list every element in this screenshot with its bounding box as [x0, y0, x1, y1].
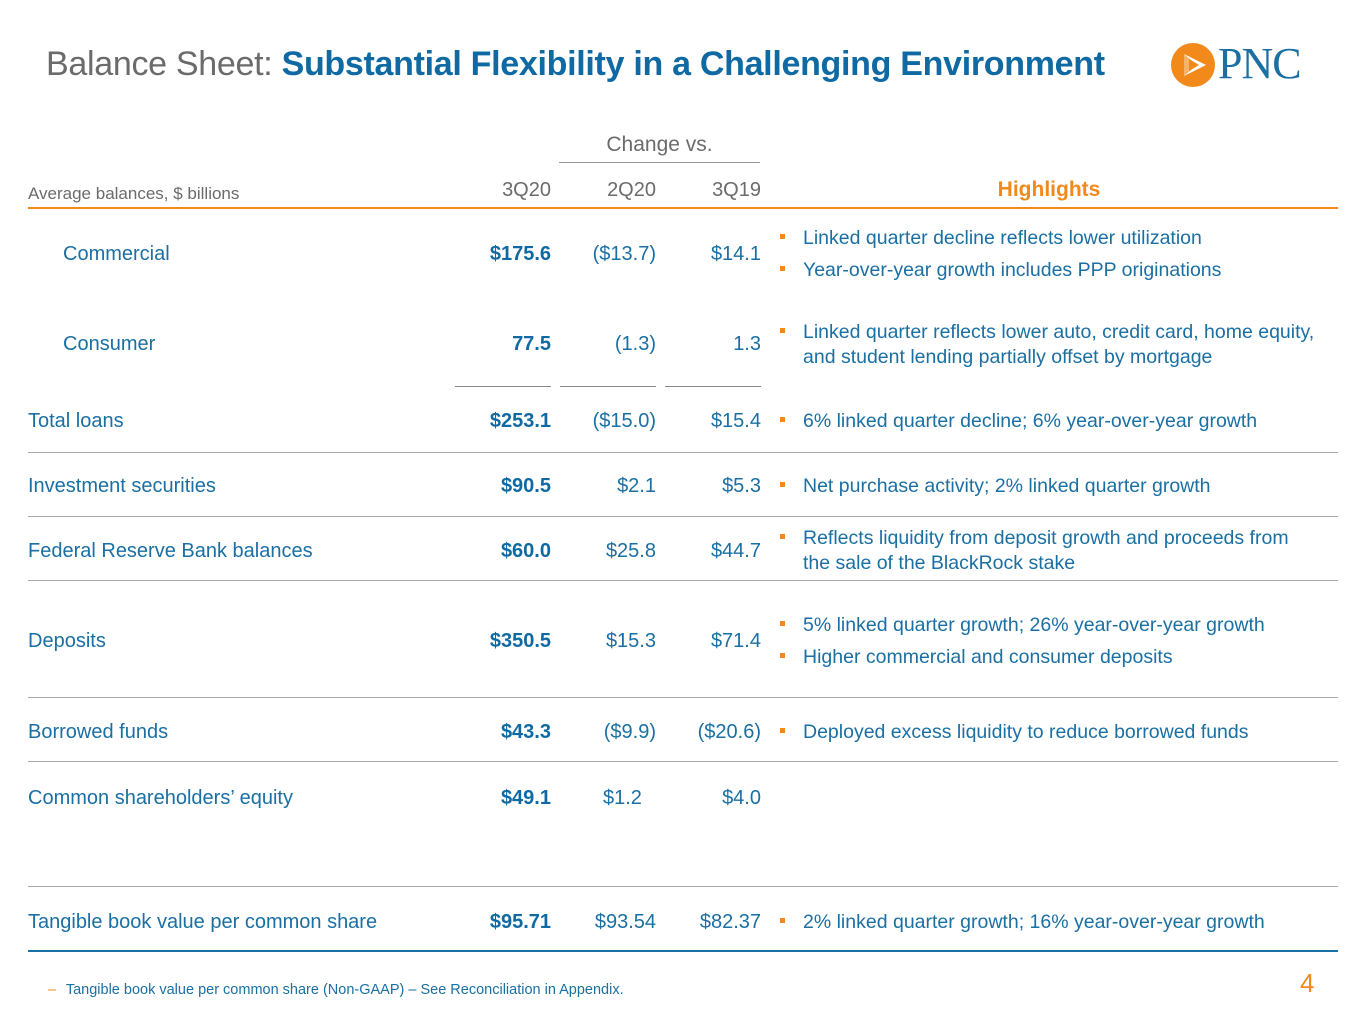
subtotal-rule	[665, 386, 761, 387]
row-label-common-equity: Common shareholders’ equity	[28, 787, 293, 809]
col-2q20-header: 2Q20	[607, 179, 656, 201]
page-number: 4	[1300, 968, 1315, 998]
title-main: Substantial Flexibility in a Challenging…	[281, 45, 1105, 83]
footnote: – Tangible book value per common share (…	[48, 982, 624, 998]
highlight-bullet: Net purchase activity; 2% linked quarter…	[778, 474, 1343, 499]
highlight-continuation: the sale of the BlackRock stake	[803, 552, 1076, 574]
highlight-bullet: Year-over-year growth includes PPP origi…	[778, 258, 1343, 283]
row-divider	[28, 697, 1338, 698]
row-divider	[28, 761, 1338, 762]
row-value-2q20: $15.3	[605, 630, 656, 652]
row-value-3q19: 1.3	[733, 333, 761, 355]
highlights-header: Highlights	[997, 178, 1101, 201]
row-value-2q20: $25.8	[605, 540, 656, 562]
row-value-3q19: $44.7	[710, 540, 761, 562]
row-value-3q20: $60.0	[500, 540, 551, 562]
row-label-total-loans: Total loans	[28, 410, 124, 432]
row-value-3q19: $4.0	[722, 787, 761, 809]
row-value-3q20: $43.3	[500, 721, 551, 743]
row-value-3q19: $82.37	[699, 911, 761, 933]
row-value-3q19: $71.4	[710, 630, 761, 652]
highlights-frb-balances: Reflects liquidity from deposit growth a…	[778, 526, 1343, 576]
highlight-bullet: 2% linked quarter growth; 16% year-over-…	[778, 910, 1343, 935]
row-value-2q20: $1.2	[603, 787, 642, 809]
row-label-investment-securities: Investment securities	[28, 475, 216, 497]
row-label-consumer: Consumer	[63, 333, 156, 355]
highlight-bullet: Deployed excess liquidity to reduce borr…	[778, 720, 1343, 745]
col-3q20-header: 3Q20	[502, 179, 551, 201]
highlights-borrowed-funds: Deployed excess liquidity to reduce borr…	[778, 720, 1343, 745]
row-value-2q20: ($15.0)	[592, 410, 656, 432]
row-value-2q20: $2.1	[617, 475, 656, 497]
row-value-3q19: $14.1	[710, 243, 761, 265]
table-bottom-rule	[28, 950, 1338, 952]
highlights-total-loans: 6% linked quarter decline; 6% year-over-…	[778, 409, 1343, 434]
col-3q19-header: 3Q19	[712, 179, 761, 201]
row-value-3q20: $90.5	[500, 475, 551, 497]
row-label-deposits: Deposits	[28, 630, 106, 652]
row-value-3q20: $175.6	[489, 243, 551, 265]
pnc-triangle-icon	[1171, 43, 1215, 87]
label-column-header: Average balances, $ billions	[28, 184, 240, 203]
row-value-3q20: 77.5	[512, 333, 551, 355]
row-value-2q20: ($13.7)	[592, 243, 656, 265]
title-lead: Balance Sheet:	[46, 45, 273, 83]
highlight-bullet: Linked quarter reflects lower auto, cred…	[778, 320, 1343, 345]
row-value-3q20: $350.5	[489, 630, 551, 652]
highlights-investment-securities: Net purchase activity; 2% linked quarter…	[778, 474, 1343, 499]
header-divider	[28, 207, 1338, 209]
highlight-continuation: and student lending partially offset by …	[803, 346, 1213, 368]
row-value-2q20: ($9.9)	[603, 721, 656, 743]
highlights-tangible-book-value: 2% linked quarter growth; 16% year-over-…	[778, 910, 1343, 935]
row-divider	[28, 516, 1338, 517]
row-value-3q19: ($20.6)	[697, 721, 761, 743]
change-vs-header: Change vs.	[559, 132, 760, 163]
row-value-3q20: $49.1	[500, 787, 551, 809]
subtotal-rule	[455, 386, 551, 387]
row-label-frb-balances: Federal Reserve Bank balances	[28, 540, 313, 562]
row-divider	[28, 886, 1338, 887]
row-value-3q19: $5.3	[722, 475, 761, 497]
highlight-bullet: Reflects liquidity from deposit growth a…	[778, 526, 1343, 551]
pnc-logo: PNC	[1170, 39, 1322, 88]
footnote-text: Tangible book value per common share (No…	[65, 982, 624, 998]
row-divider	[28, 452, 1338, 453]
highlights-commercial: Linked quarter decline reflects lower ut…	[778, 226, 1343, 283]
footnote-dash: –	[48, 982, 57, 998]
highlights-deposits: 5% linked quarter growth; 26% year-over-…	[778, 613, 1343, 670]
page-title: Balance Sheet: Substantial Flexibility i…	[46, 40, 1105, 88]
row-value-3q20: $253.1	[489, 410, 551, 432]
row-label-tangible-book-value: Tangible book value per common share	[28, 911, 378, 933]
row-value-3q20: $95.71	[489, 911, 551, 933]
highlight-bullet: Higher commercial and consumer deposits	[778, 645, 1343, 670]
subtotal-rule	[560, 386, 656, 387]
row-divider	[28, 580, 1338, 581]
row-label-commercial: Commercial	[63, 243, 170, 265]
highlight-bullet: Linked quarter decline reflects lower ut…	[778, 226, 1343, 251]
logo-text: PNC	[1218, 39, 1302, 88]
highlight-bullet: 5% linked quarter growth; 26% year-over-…	[778, 613, 1343, 638]
row-value-2q20: (1.3)	[614, 333, 656, 355]
row-label-borrowed-funds: Borrowed funds	[28, 721, 169, 743]
row-value-2q20: $93.54	[594, 911, 656, 933]
highlights-consumer: Linked quarter reflects lower auto, cred…	[778, 320, 1343, 370]
row-value-3q19: $15.4	[710, 410, 761, 432]
highlight-bullet: 6% linked quarter decline; 6% year-over-…	[778, 409, 1343, 434]
